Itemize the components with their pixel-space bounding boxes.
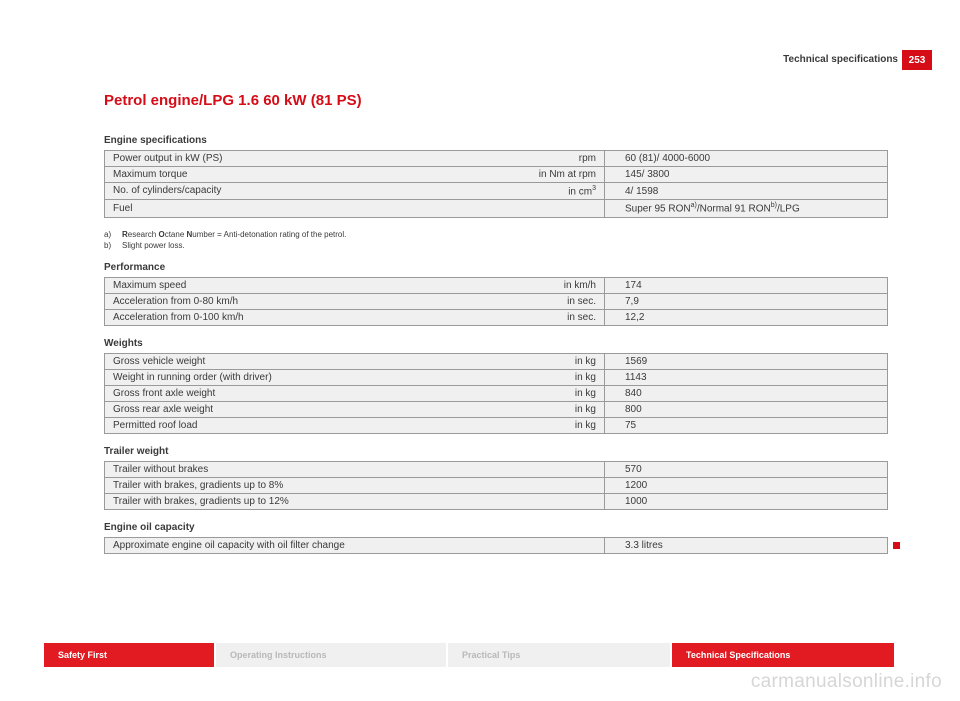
row-value: 1200 <box>605 477 888 493</box>
row-value: 145/ 3800 <box>605 167 888 183</box>
row-label: Gross rear axle weightin kg <box>105 401 605 417</box>
row-value: 1143 <box>605 369 888 385</box>
footnote: b)Slight power loss. <box>104 241 888 250</box>
table-row: Maximum torquein Nm at rpm145/ 3800 <box>105 167 888 183</box>
table-row: Approximate engine oil capacity with oil… <box>105 537 888 553</box>
table-row: Trailer with brakes, gradients up to 8%1… <box>105 477 888 493</box>
row-label: Power output in kW (PS)rpm <box>105 151 605 167</box>
row-value: 1569 <box>605 353 888 369</box>
row-label: Acceleration from 0-80 km/hin sec. <box>105 293 605 309</box>
row-label: Trailer with brakes, gradients up to 12% <box>105 493 605 509</box>
section-title-performance: Performance <box>104 262 888 273</box>
row-label: Trailer with brakes, gradients up to 8% <box>105 477 605 493</box>
row-value: Super 95 RONa)/Normal 91 RONb)/LPG <box>605 200 888 217</box>
section-title-trailer: Trailer weight <box>104 446 888 457</box>
watermark-text: carmanualsonline.info <box>751 671 942 693</box>
row-value: 840 <box>605 385 888 401</box>
row-label: Gross front axle weightin kg <box>105 385 605 401</box>
table-row: Weight in running order (with driver)in … <box>105 369 888 385</box>
footnotes-engine: a)Research Octane Number = Anti-detonati… <box>104 230 888 250</box>
table-row: Permitted roof loadin kg75 <box>105 417 888 433</box>
row-label: Fuel <box>105 200 605 217</box>
row-label: Acceleration from 0-100 km/hin sec. <box>105 309 605 325</box>
table-trailer: Trailer without brakes570Trailer with br… <box>104 461 888 510</box>
table-row: Acceleration from 0-80 km/hin sec.7,9 <box>105 293 888 309</box>
header-section-label: Technical specifications <box>783 54 898 65</box>
page-content: Petrol engine/LPG 1.6 60 kW (81 PS) Engi… <box>104 92 888 566</box>
row-label: Trailer without brakes <box>105 461 605 477</box>
row-value: 800 <box>605 401 888 417</box>
table-engine: Power output in kW (PS)rpm60 (81)/ 4000-… <box>104 150 888 218</box>
footer-tab[interactable]: Technical Specifications <box>672 643 894 667</box>
table-row: No. of cylinders/capacityin cm34/ 1598 <box>105 183 888 200</box>
section-title-oil: Engine oil capacity <box>104 522 888 533</box>
row-label: Maximum torquein Nm at rpm <box>105 167 605 183</box>
row-value: 3.3 litres <box>605 537 888 553</box>
row-value: 174 <box>605 277 888 293</box>
row-value: 570 <box>605 461 888 477</box>
table-weights: Gross vehicle weightin kg1569Weight in r… <box>104 353 888 434</box>
table-row: Acceleration from 0-100 km/hin sec.12,2 <box>105 309 888 325</box>
footer-tab[interactable]: Safety First <box>44 643 214 667</box>
table-row: Gross rear axle weightin kg800 <box>105 401 888 417</box>
table-row: Maximum speedin km/h174 <box>105 277 888 293</box>
section-title-weights: Weights <box>104 338 888 349</box>
end-marker-icon <box>893 542 900 549</box>
row-value: 4/ 1598 <box>605 183 888 200</box>
row-label: Maximum speedin km/h <box>105 277 605 293</box>
row-value: 1000 <box>605 493 888 509</box>
row-label: Permitted roof loadin kg <box>105 417 605 433</box>
table-row: Trailer without brakes570 <box>105 461 888 477</box>
row-value: 7,9 <box>605 293 888 309</box>
table-row: Gross front axle weightin kg840 <box>105 385 888 401</box>
footer-tab[interactable]: Operating Instructions <box>216 643 446 667</box>
footer-tabs: Safety FirstOperating InstructionsPracti… <box>44 643 894 667</box>
table-row: Power output in kW (PS)rpm60 (81)/ 4000-… <box>105 151 888 167</box>
table-oil: Approximate engine oil capacity with oil… <box>104 537 888 554</box>
page-title: Petrol engine/LPG 1.6 60 kW (81 PS) <box>104 92 888 109</box>
table-row: FuelSuper 95 RONa)/Normal 91 RONb)/LPG <box>105 200 888 217</box>
footnote: a)Research Octane Number = Anti-detonati… <box>104 230 888 239</box>
row-label: Gross vehicle weightin kg <box>105 353 605 369</box>
row-label: No. of cylinders/capacityin cm3 <box>105 183 605 200</box>
row-value: 12,2 <box>605 309 888 325</box>
row-label: Weight in running order (with driver)in … <box>105 369 605 385</box>
row-value: 75 <box>605 417 888 433</box>
footer-tab[interactable]: Practical Tips <box>448 643 670 667</box>
row-value: 60 (81)/ 4000-6000 <box>605 151 888 167</box>
section-title-engine: Engine specifications <box>104 135 888 146</box>
page-number-box: 253 <box>902 50 932 70</box>
table-performance: Maximum speedin km/h174Acceleration from… <box>104 277 888 326</box>
table-row: Trailer with brakes, gradients up to 12%… <box>105 493 888 509</box>
table-row: Gross vehicle weightin kg1569 <box>105 353 888 369</box>
row-label: Approximate engine oil capacity with oil… <box>105 537 605 553</box>
